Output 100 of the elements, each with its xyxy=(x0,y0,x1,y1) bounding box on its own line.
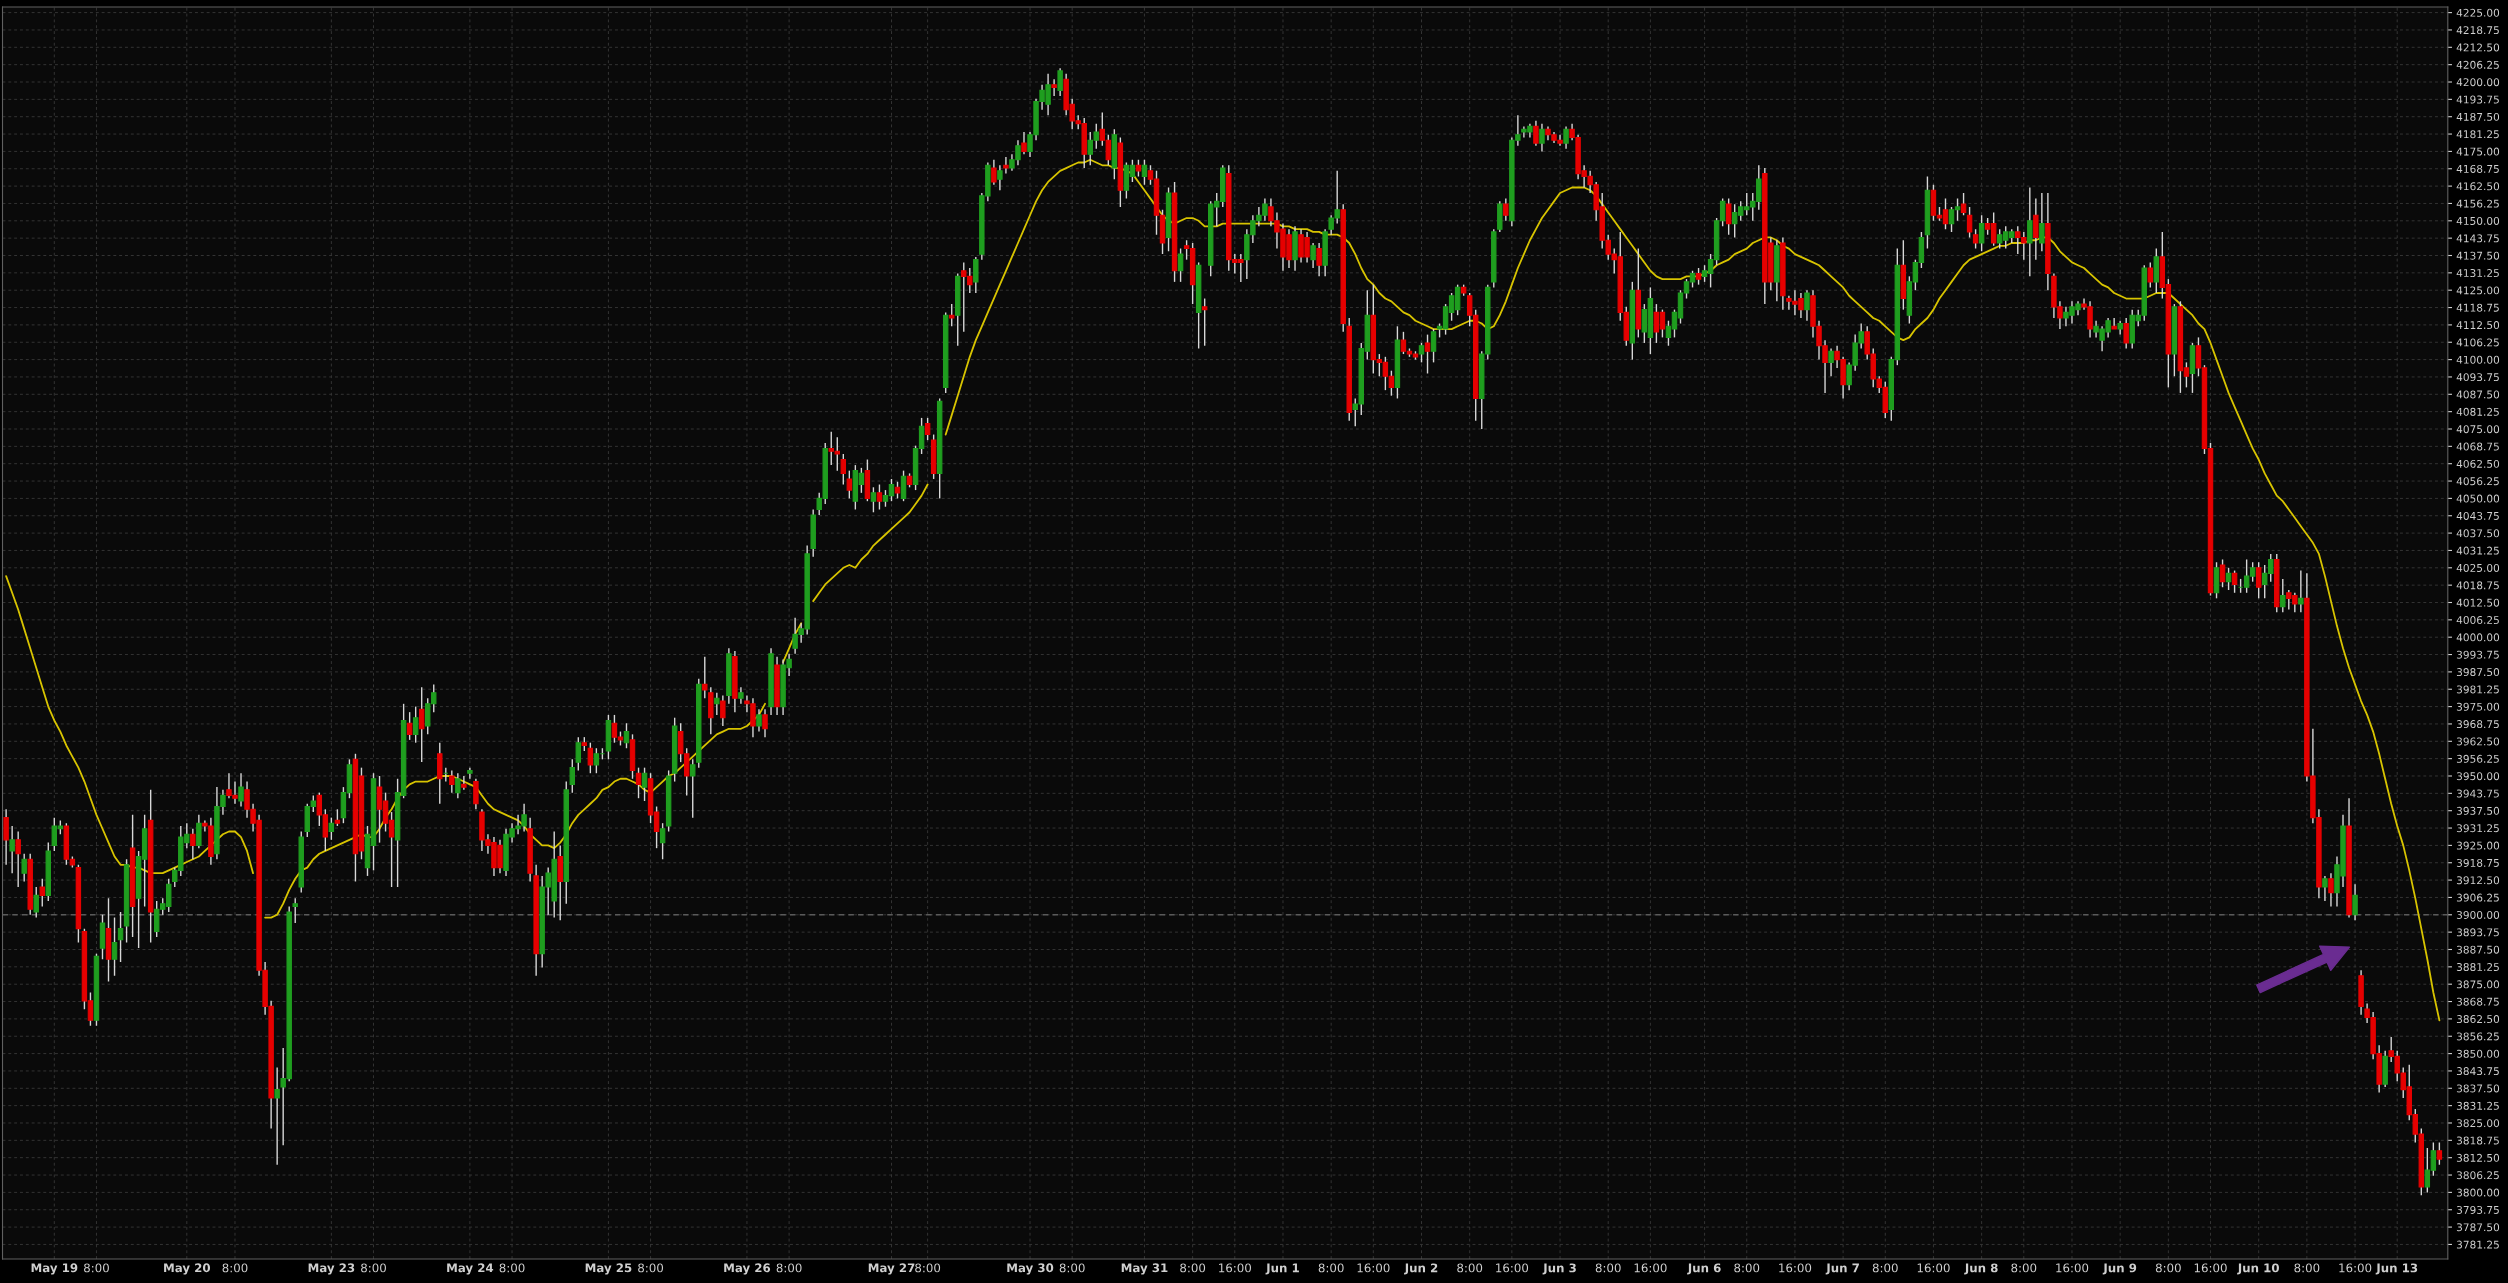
candlestick xyxy=(2111,317,2117,330)
candlestick xyxy=(292,897,298,924)
x-tick-label: 8:00 xyxy=(361,1263,386,1273)
y-tick-label: 3987.50 xyxy=(2456,668,2500,677)
y-tick-label: 4100.00 xyxy=(2456,355,2500,364)
candlestick xyxy=(1972,228,1979,250)
candlestick xyxy=(690,758,696,819)
y-tick-label: 3912.50 xyxy=(2456,876,2500,885)
y-tick-label: 4137.50 xyxy=(2456,251,2500,260)
x-tick-label: 8:00 xyxy=(2294,1263,2320,1273)
candlestick xyxy=(1533,120,1539,147)
y-tick-label: 3812.50 xyxy=(2456,1153,2500,1162)
y-tick-label: 4187.50 xyxy=(2456,112,2500,121)
x-tick-label: 16:00 xyxy=(1357,1263,1390,1273)
y-tick-label: 4162.50 xyxy=(2456,182,2500,191)
x-tick-label: 8:00 xyxy=(222,1263,248,1273)
candlestick xyxy=(702,655,708,699)
candlestick xyxy=(900,469,907,502)
y-tick-label: 4143.75 xyxy=(2456,234,2499,243)
y-tick-label: 4131.25 xyxy=(2456,269,2499,278)
candlestick xyxy=(948,303,955,327)
y-tick-label: 3793.75 xyxy=(2456,1205,2499,1214)
candlestick xyxy=(1021,131,1027,155)
candlestick xyxy=(1003,156,1009,175)
candlestick xyxy=(2225,567,2232,591)
x-tick-label: 16:00 xyxy=(1917,1263,1950,1273)
y-tick-label: 3868.75 xyxy=(2456,997,2499,1006)
y-tick-label: 4150.00 xyxy=(2456,216,2500,225)
y-tick-label: 3825.00 xyxy=(2456,1119,2500,1128)
x-tick-label: May 23 xyxy=(308,1263,355,1275)
candlestick xyxy=(2298,569,2304,613)
candlestick xyxy=(2352,883,2358,922)
candlestick xyxy=(1177,247,1184,283)
y-tick-label: 4181.25 xyxy=(2456,130,2499,139)
y-tick-label: 4018.75 xyxy=(2456,581,2499,590)
candlestick xyxy=(196,814,202,849)
x-tick-label: 16:00 xyxy=(1219,1263,1252,1273)
y-tick-label: 3831.25 xyxy=(2456,1101,2499,1110)
y-tick-label: 4012.50 xyxy=(2456,598,2500,607)
candlestick xyxy=(111,916,118,977)
candlestick xyxy=(2219,558,2226,588)
y-tick-label: 4212.50 xyxy=(2456,43,2500,52)
y-tick-label: 3925.00 xyxy=(2456,841,2500,850)
y-tick-label: 3900.00 xyxy=(2456,910,2500,919)
candlestick xyxy=(117,911,124,963)
x-tick-label: 16:00 xyxy=(1496,1263,1529,1273)
y-tick-label: 4006.25 xyxy=(2456,616,2499,625)
candlestick xyxy=(840,453,847,486)
candlestick xyxy=(274,1066,280,1166)
candlestick xyxy=(1424,333,1431,375)
candlestick xyxy=(973,256,979,294)
candlestick xyxy=(924,417,931,441)
y-tick-label: 4062.50 xyxy=(2456,459,2500,468)
x-tick-label: Jun 3 xyxy=(1542,1263,1576,1275)
y-tick-label: 3887.50 xyxy=(2456,945,2500,954)
x-tick-label: May 25 xyxy=(585,1263,632,1275)
candlestick xyxy=(455,772,461,799)
candlestick xyxy=(846,469,853,500)
y-tick-label: 4218.75 xyxy=(2456,26,2499,35)
y-tick-label: 4125.00 xyxy=(2456,286,2500,295)
y-tick-label: 3893.75 xyxy=(2456,928,2499,937)
y-tick-label: 3950.00 xyxy=(2456,772,2500,781)
x-tick-label: Jun 2 xyxy=(1404,1263,1438,1275)
candlestick xyxy=(1804,289,1810,322)
x-tick-label: 16:00 xyxy=(1779,1263,1812,1273)
y-tick-label: 3875.00 xyxy=(2456,980,2500,989)
x-tick-label: 8:00 xyxy=(2155,1263,2181,1273)
candlestick xyxy=(720,694,726,727)
y-tick-label: 3787.50 xyxy=(2456,1223,2500,1232)
candlestick xyxy=(1201,297,1208,347)
candlestick xyxy=(1503,197,1509,222)
candlestick xyxy=(1960,192,1967,216)
candlestick xyxy=(2039,192,2045,253)
candlestick xyxy=(15,830,21,888)
y-tick-label: 3806.25 xyxy=(2456,1171,2499,1180)
candlestick xyxy=(1978,214,1985,253)
candlestick xyxy=(870,486,877,513)
y-tick-label: 4193.75 xyxy=(2456,95,2499,104)
x-tick-label: 8:00 xyxy=(1734,1263,1760,1273)
x-tick-label: 16:00 xyxy=(2339,1263,2372,1273)
y-tick-label: 4175.00 xyxy=(2456,147,2500,156)
y-tick-label: 4050.00 xyxy=(2456,494,2500,503)
candlestick xyxy=(1539,122,1545,153)
candlestick xyxy=(569,758,575,794)
x-tick-label: May 27 xyxy=(868,1263,915,1275)
x-tick-label: 8:00 xyxy=(1318,1263,1344,1273)
candlestick xyxy=(2436,1141,2443,1166)
y-tick-label: 4093.75 xyxy=(2456,373,2499,382)
x-tick-label: 16:00 xyxy=(1634,1263,1667,1273)
y-tick-label: 4168.75 xyxy=(2456,164,2499,173)
x-tick-label: 8:00 xyxy=(499,1263,525,1273)
candlestick xyxy=(190,828,196,860)
y-tick-label: 3993.75 xyxy=(2456,650,2499,659)
candlestick xyxy=(762,708,768,738)
candlestick xyxy=(1141,159,1148,186)
candlestick xyxy=(714,692,720,716)
candlestick xyxy=(876,483,883,511)
y-tick-label: 3837.50 xyxy=(2456,1084,2500,1093)
y-tick-label: 4112.50 xyxy=(2456,321,2500,330)
candlestick xyxy=(991,159,997,186)
